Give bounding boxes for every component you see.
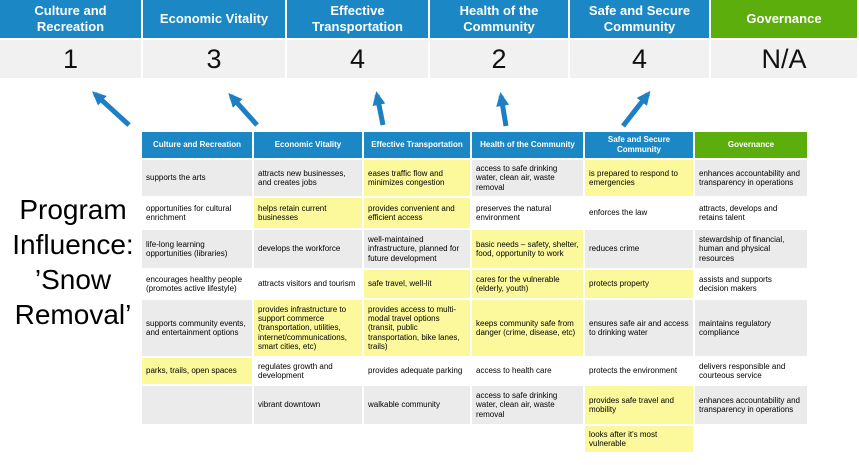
matrix-cell-r3-culture-and-recreation: life-long learning opportunities (librar… [142,230,252,268]
matrix-cell-r5-culture-and-recreation: supports community events, and entertain… [142,300,252,356]
matrix-cell-r8-effective-transportation [364,426,470,452]
matrix-cell-r5-governance: maintains regulatory compliance [695,300,807,356]
summary-header-governance: Governance [711,0,857,38]
arrow-culture-and-recreation [92,91,131,127]
matrix-cell-r6-economic-vitality: regulates growth and development [254,358,362,384]
matrix-cell-r3-governance: stewardship of financial, human and phys… [695,230,807,268]
matrix-cell-r4-effective-transportation: safe travel, well-lit [364,270,470,298]
summary-score-governance: N/A [711,40,857,78]
matrix-cell-r5-economic-vitality: provides infrastructure to support comme… [254,300,362,356]
arrow-economic-vitality [228,93,259,127]
matrix-cell-r4-governance: assists and supports decision makers [695,270,807,298]
matrix-row-7: vibrant downtown walkable community access… [142,386,807,424]
matrix-cell-r2-culture-and-recreation: opportunities for cultural enrichment [142,198,252,228]
matrix-cell-r2-economic-vitality: helps retain current businesses [254,198,362,228]
matrix-row-5: supports community events, and entertain… [142,300,807,356]
matrix-cell-r2-governance: attracts, develops and retains talent [695,198,807,228]
matrix-cell-r2-health-of-the-community: preserves the natural environment [472,198,583,228]
matrix-cell-r6-effective-transportation: provides adequate parking [364,358,470,384]
matrix-row-6: parks, trails, open spaces regulates grow… [142,358,807,384]
matrix-cell-r6-culture-and-recreation: parks, trails, open spaces [142,358,252,384]
matrix-cell-r8-safe-and-secure-community: looks after it's most vulnerable [585,426,693,452]
matrix-cell-r1-safe-and-secure-community: is prepared to respond to emergencies [585,160,693,196]
summary-header-economic-vitality: Economic Vitality [143,0,285,38]
matrix-cell-r7-culture-and-recreation [142,386,252,424]
title-line-1: Program [19,194,127,225]
matrix-row-3: life-long learning opportunities (librar… [142,230,807,268]
summary-score-safe-and-secure-community: 4 [570,40,709,78]
summary-header-safe-and-secure-community: Safe and Secure Community [570,0,709,38]
matrix-cell-r5-health-of-the-community: keeps community safe from danger (crime,… [472,300,583,356]
matrix-cell-r4-health-of-the-community: cares for the vulnerable (elderly, youth… [472,270,583,298]
matrix-cell-r3-effective-transportation: well-maintained infrastructure, planned … [364,230,470,268]
matrix-cell-r8-governance [695,426,807,452]
arrow-health-of-the-community [496,92,510,127]
matrix-cell-r8-culture-and-recreation [142,426,252,452]
matrix-header-culture-and-recreation: Culture and Recreation [142,132,252,158]
summary-table: Culture and Recreation Economic Vitality E… [0,0,859,78]
matrix-cell-r7-health-of-the-community: access to safe drinking water, clean air… [472,386,583,424]
summary-score-culture-and-recreation: 1 [0,40,141,78]
program-influence-title: Program Influence: ’Snow Removal’ [2,192,144,332]
matrix-cell-r8-economic-vitality [254,426,362,452]
matrix-cell-r5-effective-transportation: provides access to multi-modal travel op… [364,300,470,356]
title-line-4: Removal’ [14,299,132,330]
matrix-cell-r3-economic-vitality: develops the workforce [254,230,362,268]
matrix-cell-r1-effective-transportation: eases traffic flow and minimizes congest… [364,160,470,196]
matrix-cell-r7-effective-transportation: walkable community [364,386,470,424]
matrix-cell-r6-governance: delivers responsible and courteous servi… [695,358,807,384]
summary-score-economic-vitality: 3 [143,40,285,78]
matrix-cell-r6-health-of-the-community: access to health care [472,358,583,384]
matrix-row-1: supports the arts attracts new businesses… [142,160,807,196]
matrix-cell-r1-economic-vitality: attracts new businesses, and creates job… [254,160,362,196]
matrix-header-safe-and-secure-community: Safe and Secure Community [585,132,693,158]
matrix-cell-r8-health-of-the-community [472,426,583,452]
matrix-cell-r3-health-of-the-community: basic needs – safety, shelter, food, opp… [472,230,583,268]
matrix-cell-r7-governance: enhances accountability and transparency… [695,386,807,424]
matrix-cell-r2-effective-transportation: provides convenient and efficient access [364,198,470,228]
summary-header-culture-and-recreation: Culture and Recreation [0,0,141,38]
matrix-cell-r1-governance: enhances accountability and transparency… [695,160,807,196]
matrix-header-economic-vitality: Economic Vitality [254,132,362,158]
matrix-cell-r4-safe-and-secure-community: protects property [585,270,693,298]
title-line-3: ’Snow [34,264,112,295]
influence-matrix: Culture and Recreation Economic Vitality E… [140,130,809,454]
matrix-cell-r1-culture-and-recreation: supports the arts [142,160,252,196]
summary-score-health-of-the-community: 2 [430,40,568,78]
summary-header-health-of-the-community: Health of the Community [430,0,568,38]
arrow-effective-transportation [372,91,386,126]
matrix-cell-r1-health-of-the-community: access to safe drinking water, clean air… [472,160,583,196]
matrix-cell-r4-economic-vitality: attracts visitors and tourism [254,270,362,298]
arrow-safe-and-secure-community [621,90,651,128]
matrix-cell-r5-safe-and-secure-community: ensures safe air and access to drinking … [585,300,693,356]
title-line-2: Influence: [12,229,134,260]
matrix-table: Culture and Recreation Economic Vitality E… [140,130,809,454]
summary-header-effective-transportation: Effective Transportation [287,0,428,38]
matrix-row-4: encourages healthy people (promotes acti… [142,270,807,298]
matrix-cell-r2-safe-and-secure-community: enforces the law [585,198,693,228]
matrix-cell-r7-safe-and-secure-community: provides safe travel and mobility [585,386,693,424]
matrix-header-health-of-the-community: Health of the Community [472,132,583,158]
matrix-cell-r6-safe-and-secure-community: protects the environment [585,358,693,384]
matrix-cell-r4-culture-and-recreation: encourages healthy people (promotes acti… [142,270,252,298]
matrix-cell-r3-safe-and-secure-community: reduces crime [585,230,693,268]
matrix-cell-r7-economic-vitality: vibrant downtown [254,386,362,424]
matrix-row-8: looks after it's most vulnerable [142,426,807,452]
matrix-header-effective-transportation: Effective Transportation [364,132,470,158]
matrix-header-governance: Governance [695,132,807,158]
summary-score-effective-transportation: 4 [287,40,428,78]
matrix-row-2: opportunities for cultural enrichment hel… [142,198,807,228]
